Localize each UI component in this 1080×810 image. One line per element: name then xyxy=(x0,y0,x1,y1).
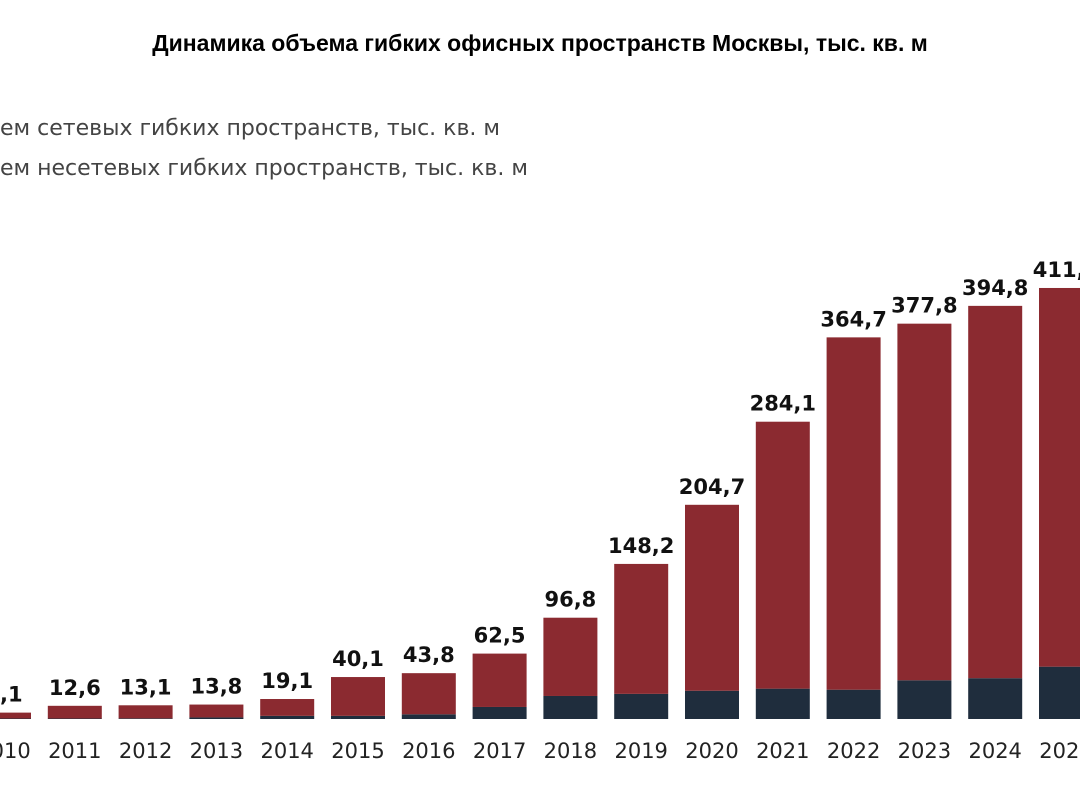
bar-segment xyxy=(826,337,881,690)
x-tick-label: 2016 xyxy=(402,739,455,763)
bar-segment xyxy=(118,705,173,719)
x-tick-label: 2015 xyxy=(331,739,384,763)
x-tick-label: 2010 xyxy=(0,739,31,763)
total-label: 284,1 xyxy=(750,392,816,416)
total-label: 411,9 xyxy=(1033,258,1080,282)
bar-segment xyxy=(685,504,739,691)
bar-segment xyxy=(189,717,244,719)
x-tick-label: 2025 xyxy=(1039,739,1080,763)
bar-segment xyxy=(331,715,385,719)
total-label: 43,8 xyxy=(403,643,455,667)
bar-segment xyxy=(543,695,598,719)
total-label: 19,1 xyxy=(261,669,313,693)
bar-segment xyxy=(543,617,598,696)
total-label: 394,8 xyxy=(962,276,1028,300)
total-label: 12,6 xyxy=(49,676,101,700)
bar-segment xyxy=(685,690,739,719)
x-tick-label: 2012 xyxy=(119,739,172,763)
total-label: 377,8 xyxy=(891,294,957,318)
bar-segment xyxy=(0,718,31,719)
x-tick-label: 2017 xyxy=(473,739,526,763)
x-tick-label: 2022 xyxy=(827,739,880,763)
x-tick-label: 2019 xyxy=(614,739,667,763)
bar-segment xyxy=(0,712,31,719)
bar-segment xyxy=(331,677,385,716)
bar-segment xyxy=(260,699,315,716)
bar-segment xyxy=(826,689,881,719)
bar-segment xyxy=(401,673,456,715)
x-tick-label: 2018 xyxy=(544,739,597,763)
chart-title: Динамика объема гибких офисных пространс… xyxy=(152,30,928,56)
total-label: 13,8 xyxy=(190,675,242,699)
x-tick-label: 2021 xyxy=(756,739,809,763)
x-tick-label: 2011 xyxy=(48,739,101,763)
bar-segment xyxy=(472,706,527,719)
x-tick-label: 2020 xyxy=(685,739,738,763)
total-label: 148,2 xyxy=(608,534,674,558)
bar-segment xyxy=(1039,666,1080,719)
total-label: 204,7 xyxy=(679,475,745,499)
total-label: 364,7 xyxy=(820,307,886,331)
total-label: 13,1 xyxy=(120,675,172,699)
legend-entry: ем сетевых гибких пространств, тыс. кв. … xyxy=(0,116,500,141)
bar-segment xyxy=(968,305,1023,679)
total-label: 62,5 xyxy=(474,624,526,648)
bar-segment xyxy=(47,718,102,719)
bar-segment xyxy=(260,715,315,719)
bar-segment xyxy=(1039,287,1080,667)
bar-segment xyxy=(968,678,1023,719)
bar-segment xyxy=(897,680,952,719)
total-label: 6,1 xyxy=(0,683,23,707)
x-tick-label: 2013 xyxy=(190,739,243,763)
bar-segment xyxy=(614,563,669,694)
bar-segment xyxy=(897,323,952,681)
bar-segment xyxy=(118,718,173,719)
bar-segment xyxy=(614,693,669,719)
x-tick-label: 2014 xyxy=(260,739,313,763)
bar-segment xyxy=(472,653,527,707)
bar-segment xyxy=(755,688,810,719)
x-tick-label: 2023 xyxy=(898,739,951,763)
bar-segment xyxy=(401,714,456,719)
total-label: 40,1 xyxy=(332,647,384,671)
bar-segment xyxy=(755,421,810,689)
total-label: 96,8 xyxy=(544,588,596,612)
x-tick-label: 2024 xyxy=(968,739,1021,763)
bar-segment xyxy=(47,705,102,719)
legend-entry: ем несетевых гибких пространств, тыс. кв… xyxy=(0,156,528,181)
bar-segment xyxy=(189,704,244,718)
